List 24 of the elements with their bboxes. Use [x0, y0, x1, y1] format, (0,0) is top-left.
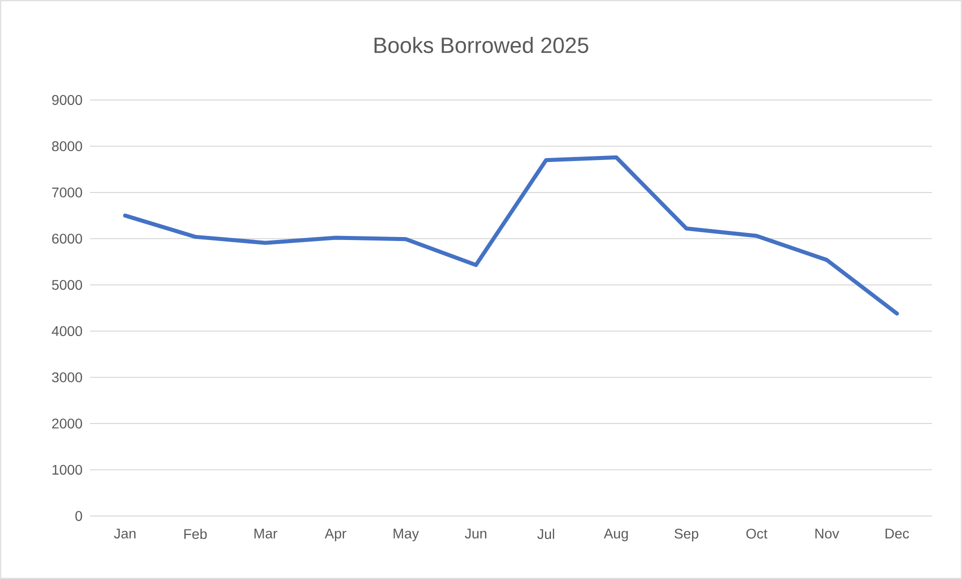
- x-tick-label: Dec: [886, 528, 909, 538]
- x-tick-label: Jan: [114, 528, 136, 538]
- x-tick-label: May: [394, 528, 419, 542]
- x-tick-label: Mar: [254, 528, 278, 538]
- x-tick-label: Aug: [604, 528, 628, 542]
- y-tick-label: 9000: [52, 95, 82, 105]
- x-tick-label: Jul: [537, 528, 554, 539]
- y-tick-label: 2000: [52, 418, 82, 429]
- x-tick-label: Sep: [674, 528, 698, 542]
- x-tick-label: Apr: [324, 528, 346, 542]
- y-tick-label: 4000: [52, 326, 82, 336]
- y-tick-label: 5000: [52, 280, 82, 290]
- y-tick-label: 1000: [52, 464, 82, 475]
- y-tick-label: 0: [75, 511, 82, 521]
- y-tick-label: 8000: [52, 141, 82, 152]
- x-tick-label: Feb: [184, 528, 207, 539]
- x-tick-label: Jun: [464, 528, 486, 538]
- x-tick-label: Nov: [815, 528, 840, 538]
- y-tick-label: 7000: [52, 187, 82, 198]
- line-series: [123, 155, 899, 316]
- chart-title: Books Borrowed 2025: [374, 36, 588, 54]
- x-tick-label: Oct: [746, 528, 768, 539]
- y-tick-label: 3000: [52, 372, 82, 382]
- y-tick-label: 6000: [52, 234, 82, 244]
